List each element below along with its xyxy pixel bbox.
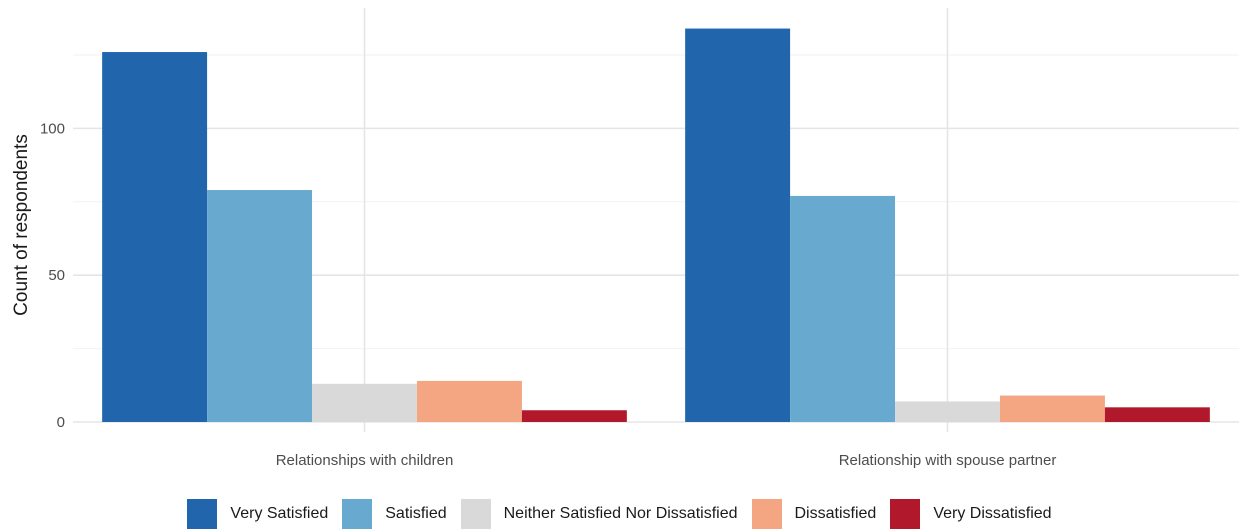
bar xyxy=(102,52,208,423)
legend-key xyxy=(751,499,782,529)
legend-key xyxy=(342,499,373,529)
x-tick-label: Relationships with children xyxy=(276,452,454,469)
legend-key xyxy=(890,499,921,529)
legend-item: Satisfied xyxy=(342,499,447,529)
bar xyxy=(312,383,417,422)
legend-item: Neither Satisfied Nor Dissatisfied xyxy=(460,499,738,529)
bar xyxy=(685,28,791,422)
y-tick-label: 0 xyxy=(57,414,65,431)
legend-label: Very Satisfied xyxy=(230,505,329,522)
bar xyxy=(790,195,896,422)
x-tick-labels: Relationships with children Relationship … xyxy=(276,452,1057,469)
legend-key xyxy=(187,499,218,529)
y-tick-labels: 0 50 100 xyxy=(40,120,65,431)
bar xyxy=(999,395,1105,422)
bar xyxy=(1104,407,1210,422)
legend-item: Dissatisfied xyxy=(751,499,877,529)
legend: Very Satisfied Satisfied Neither Satisfied… xyxy=(0,497,1239,531)
y-axis-title: Count of respondents xyxy=(11,134,32,316)
legend-key xyxy=(460,499,491,529)
x-tick-label: Relationship with spouse partner xyxy=(839,452,1057,469)
bar xyxy=(207,190,313,422)
bar xyxy=(521,410,627,422)
legend-item: Very Satisfied xyxy=(187,499,328,529)
bar xyxy=(895,401,1000,422)
bars xyxy=(102,28,1210,423)
legend-label: Neither Satisfied Nor Dissatisfied xyxy=(503,505,738,522)
y-tick-label: 50 xyxy=(48,267,65,284)
legend-item: Very Dissatisfied xyxy=(890,499,1052,529)
legend-label: Dissatisfied xyxy=(794,505,877,522)
y-tick-label: 100 xyxy=(40,120,65,137)
bar xyxy=(416,380,522,422)
legend-label: Very Dissatisfied xyxy=(933,505,1052,522)
legend-label: Satisfied xyxy=(385,505,447,522)
